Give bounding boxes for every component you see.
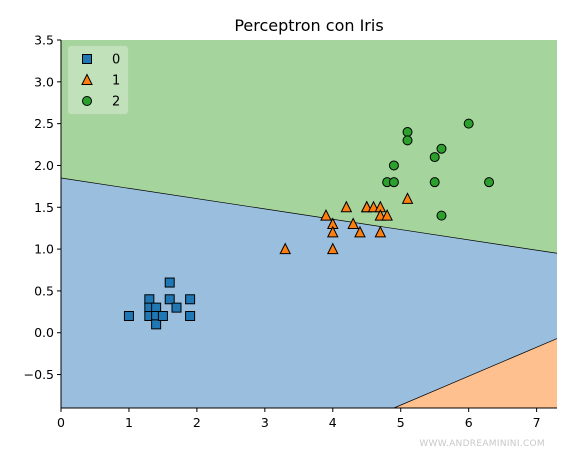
data-point-class-0: [151, 319, 162, 330]
data-point-class-1: [326, 242, 339, 255]
y-tick-label: 2.0: [34, 158, 54, 173]
x-tick-label: 0: [57, 415, 65, 430]
y-tick-label: 1.5: [34, 200, 54, 215]
data-point-class-1: [279, 242, 292, 255]
x-axis: 0 1 2 3 4 5 6 7: [57, 408, 541, 430]
data-point-class-2: [429, 177, 440, 188]
legend-marker-square: [82, 54, 92, 64]
legend-marker-circle: [82, 96, 92, 106]
x-tick-label: 7: [533, 415, 541, 430]
series-0: [123, 277, 196, 330]
legend-item-1: 1: [81, 73, 120, 89]
y-tick-label: 3.0: [34, 74, 54, 89]
decision-boundary-0-2: [60, 177, 558, 254]
y-axis: −0.5 0.0 0.5 1.0 1.5 2.0 2.5 3.0 3.5: [24, 33, 61, 382]
watermark: WWW.ANDREAMININI.COM: [419, 439, 545, 449]
data-point-class-0: [144, 294, 155, 305]
series-2: [382, 118, 495, 221]
data-point-class-1: [401, 192, 414, 204]
x-tick-label: 3: [261, 415, 269, 430]
chart-title: Perceptron con Iris: [234, 16, 383, 35]
data-point-class-0: [123, 311, 134, 321]
data-point-class-2: [388, 160, 399, 171]
data-point-class-0: [185, 294, 196, 305]
data-point-class-0: [164, 277, 175, 288]
y-tick-label: 0.5: [34, 283, 54, 298]
plot-area: [60, 40, 558, 409]
data-point-class-0: [157, 311, 168, 321]
data-point-class-2: [429, 152, 440, 163]
data-point-class-1: [320, 209, 332, 221]
data-point-class-2: [484, 177, 495, 188]
data-point-class-1: [374, 225, 387, 238]
legend-label: 1: [112, 74, 120, 89]
legend-marker-triangle: [81, 73, 93, 85]
data-point-class-2: [402, 127, 413, 137]
legend: 0 1 2: [67, 45, 129, 115]
data-point-class-0: [185, 311, 196, 321]
x-tick-label: 6: [465, 415, 473, 430]
x-tick-label: 4: [329, 415, 337, 430]
data-point-class-0: [151, 302, 162, 313]
y-tick-label: 3.5: [34, 33, 54, 48]
series-1: [279, 192, 414, 255]
data-point-class-1: [326, 225, 339, 238]
y-tick-label: −0.5: [24, 367, 54, 382]
decision-boundary-0-1: [393, 338, 558, 409]
x-tick-label: 2: [193, 415, 201, 430]
legend-item-0: 0: [82, 53, 120, 68]
data-point-class-0: [164, 294, 175, 305]
x-tick-label: 5: [397, 415, 405, 430]
legend-label: 2: [112, 95, 120, 110]
legend-label: 0: [112, 53, 120, 68]
y-tick-label: 2.5: [34, 116, 54, 131]
data-point-class-2: [436, 210, 447, 221]
y-tick-label: 0.0: [34, 325, 54, 340]
data-point-class-0: [171, 302, 182, 313]
data-point-class-1: [340, 200, 353, 213]
data-point-class-2: [402, 135, 413, 146]
decision-region-0: [61, 178, 557, 408]
y-tick-label: 1.0: [34, 242, 54, 257]
legend-item-2: 2: [82, 95, 120, 110]
data-point-class-1: [347, 217, 359, 229]
data-point-class-1: [381, 209, 393, 221]
data-point-class-2: [388, 177, 399, 188]
data-point-class-2: [436, 143, 447, 154]
data-point-class-1: [354, 225, 366, 238]
x-tick-label: 1: [125, 415, 133, 430]
data-point-class-2: [463, 118, 474, 129]
